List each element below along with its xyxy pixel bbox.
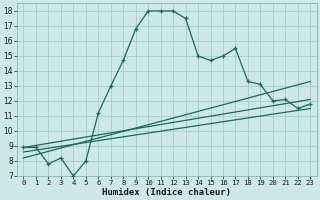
X-axis label: Humidex (Indice chaleur): Humidex (Indice chaleur) bbox=[102, 188, 231, 197]
